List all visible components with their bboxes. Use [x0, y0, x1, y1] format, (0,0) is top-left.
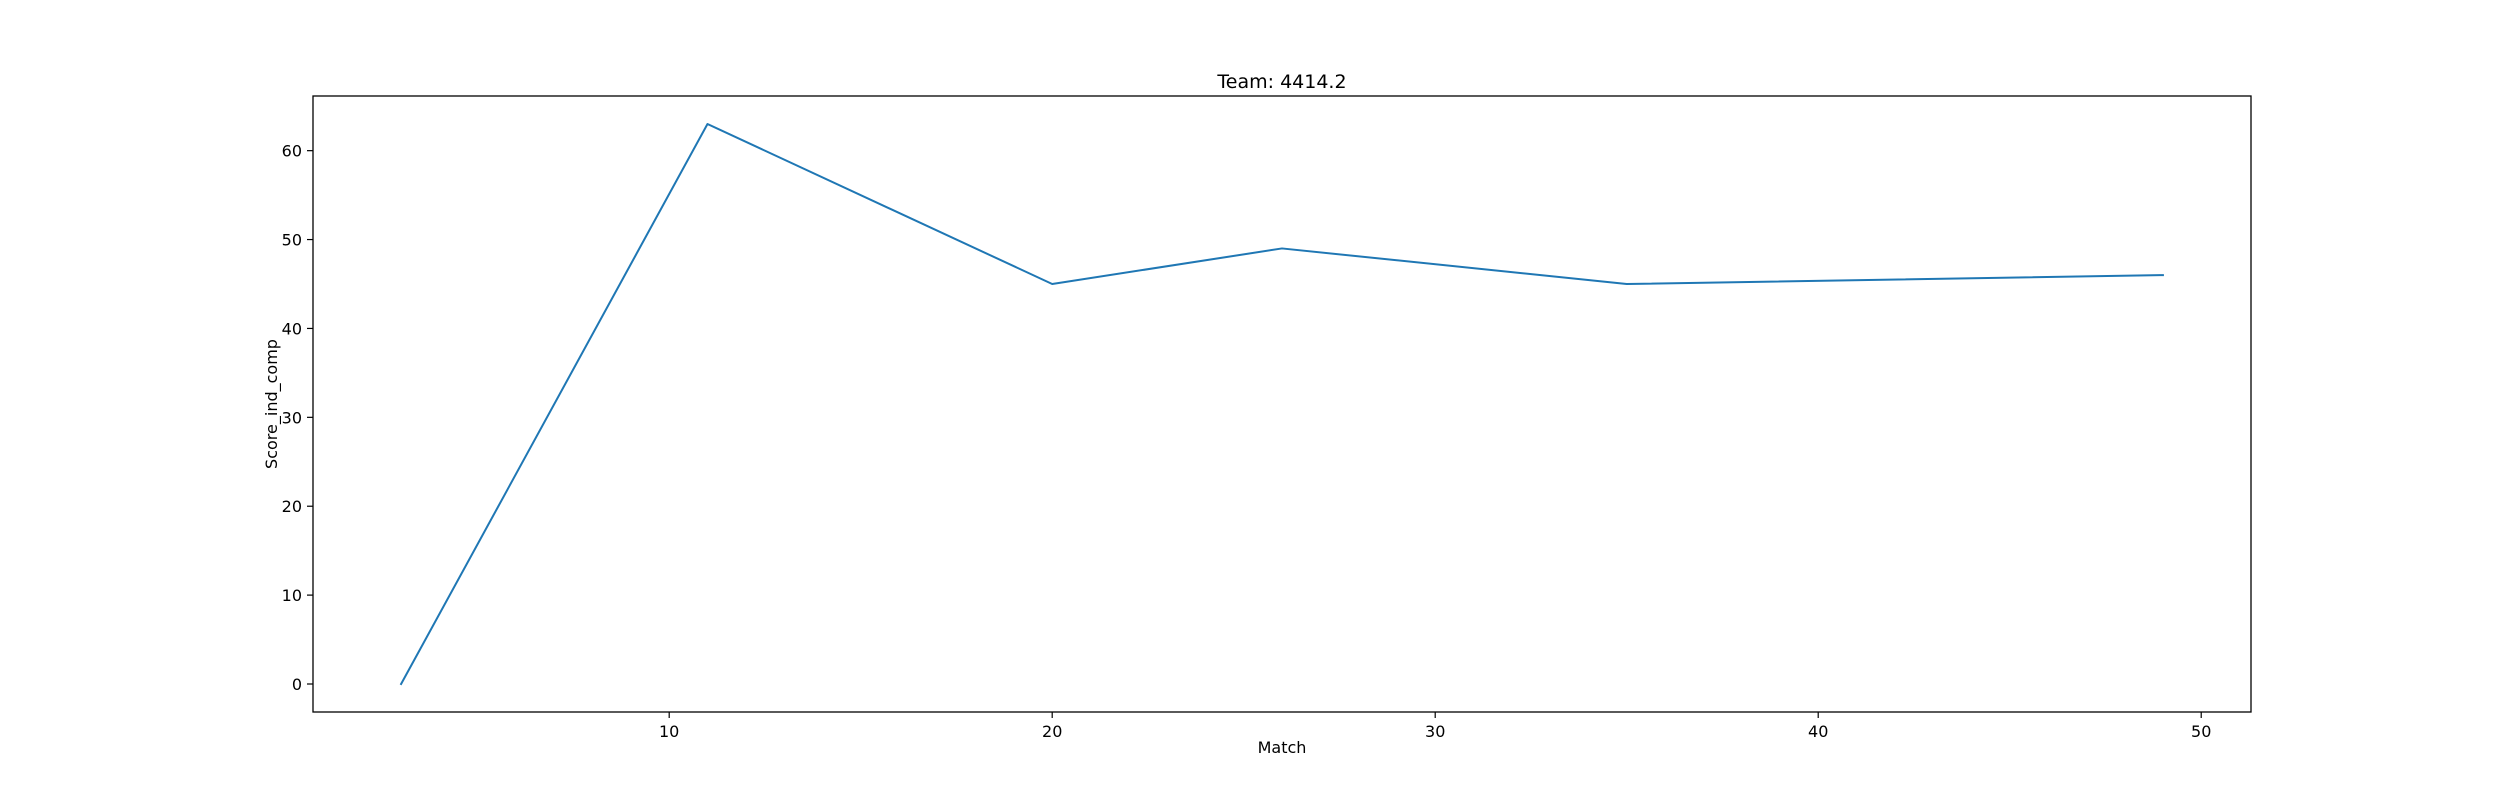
y-tick-label: 60	[282, 142, 302, 161]
y-tick-label: 40	[282, 319, 302, 338]
y-tick-label: 50	[282, 231, 302, 250]
x-tick-label: 50	[2191, 722, 2211, 741]
x-axis: 10 20 30 40 50	[659, 712, 2211, 741]
x-tick-label: 30	[1425, 722, 1445, 741]
x-tick-label: 20	[1042, 722, 1062, 741]
plot-area-frame	[312, 95, 2252, 713]
x-tick-label: 10	[659, 722, 679, 741]
y-tick-label: 30	[282, 408, 302, 427]
series-line	[399, 123, 2164, 686]
series-layer	[399, 123, 2164, 686]
y-axis: 0 10 20 30 40 50 60	[282, 142, 313, 694]
x-axis-label: Match	[1258, 738, 1307, 757]
y-tick-label: 20	[282, 497, 302, 516]
y-axis-label: Score_ind_comp	[262, 339, 282, 469]
y-tick-label: 0	[292, 675, 302, 694]
x-tick-label: 40	[1808, 722, 1828, 741]
y-tick-label: 10	[282, 586, 302, 605]
chart-title: Team: 4414.2	[1216, 71, 1346, 93]
